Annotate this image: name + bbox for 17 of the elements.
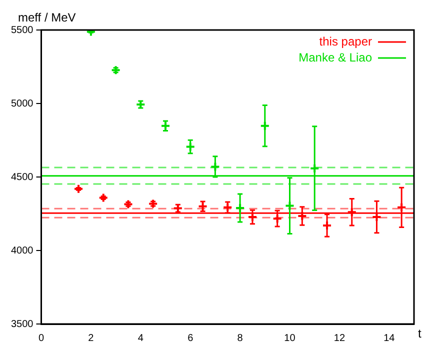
y-tick-label: 5500 <box>10 24 34 36</box>
x-axis-title: t <box>418 326 422 340</box>
legend-label: Manke & Liao <box>298 50 372 64</box>
legend-label: this paper <box>319 34 372 48</box>
y-tick-label: 4000 <box>10 245 34 256</box>
y-tick-label: 4500 <box>10 172 34 183</box>
x-tick-label: 4 <box>138 332 144 344</box>
y-tick-label: 3500 <box>10 318 34 330</box>
y-tick-label: 5000 <box>10 98 34 110</box>
x-tick-label: 8 <box>237 332 244 344</box>
x-tick-label: 12 <box>334 332 346 344</box>
x-tick-label: 6 <box>188 332 194 344</box>
x-tick-label: 0 <box>38 332 44 344</box>
y-axis-title: meff / MeV <box>18 10 76 24</box>
x-tick-label: 2 <box>88 332 94 344</box>
x-tick-label: 14 <box>384 332 396 344</box>
x-tick-label: 10 <box>284 332 296 344</box>
